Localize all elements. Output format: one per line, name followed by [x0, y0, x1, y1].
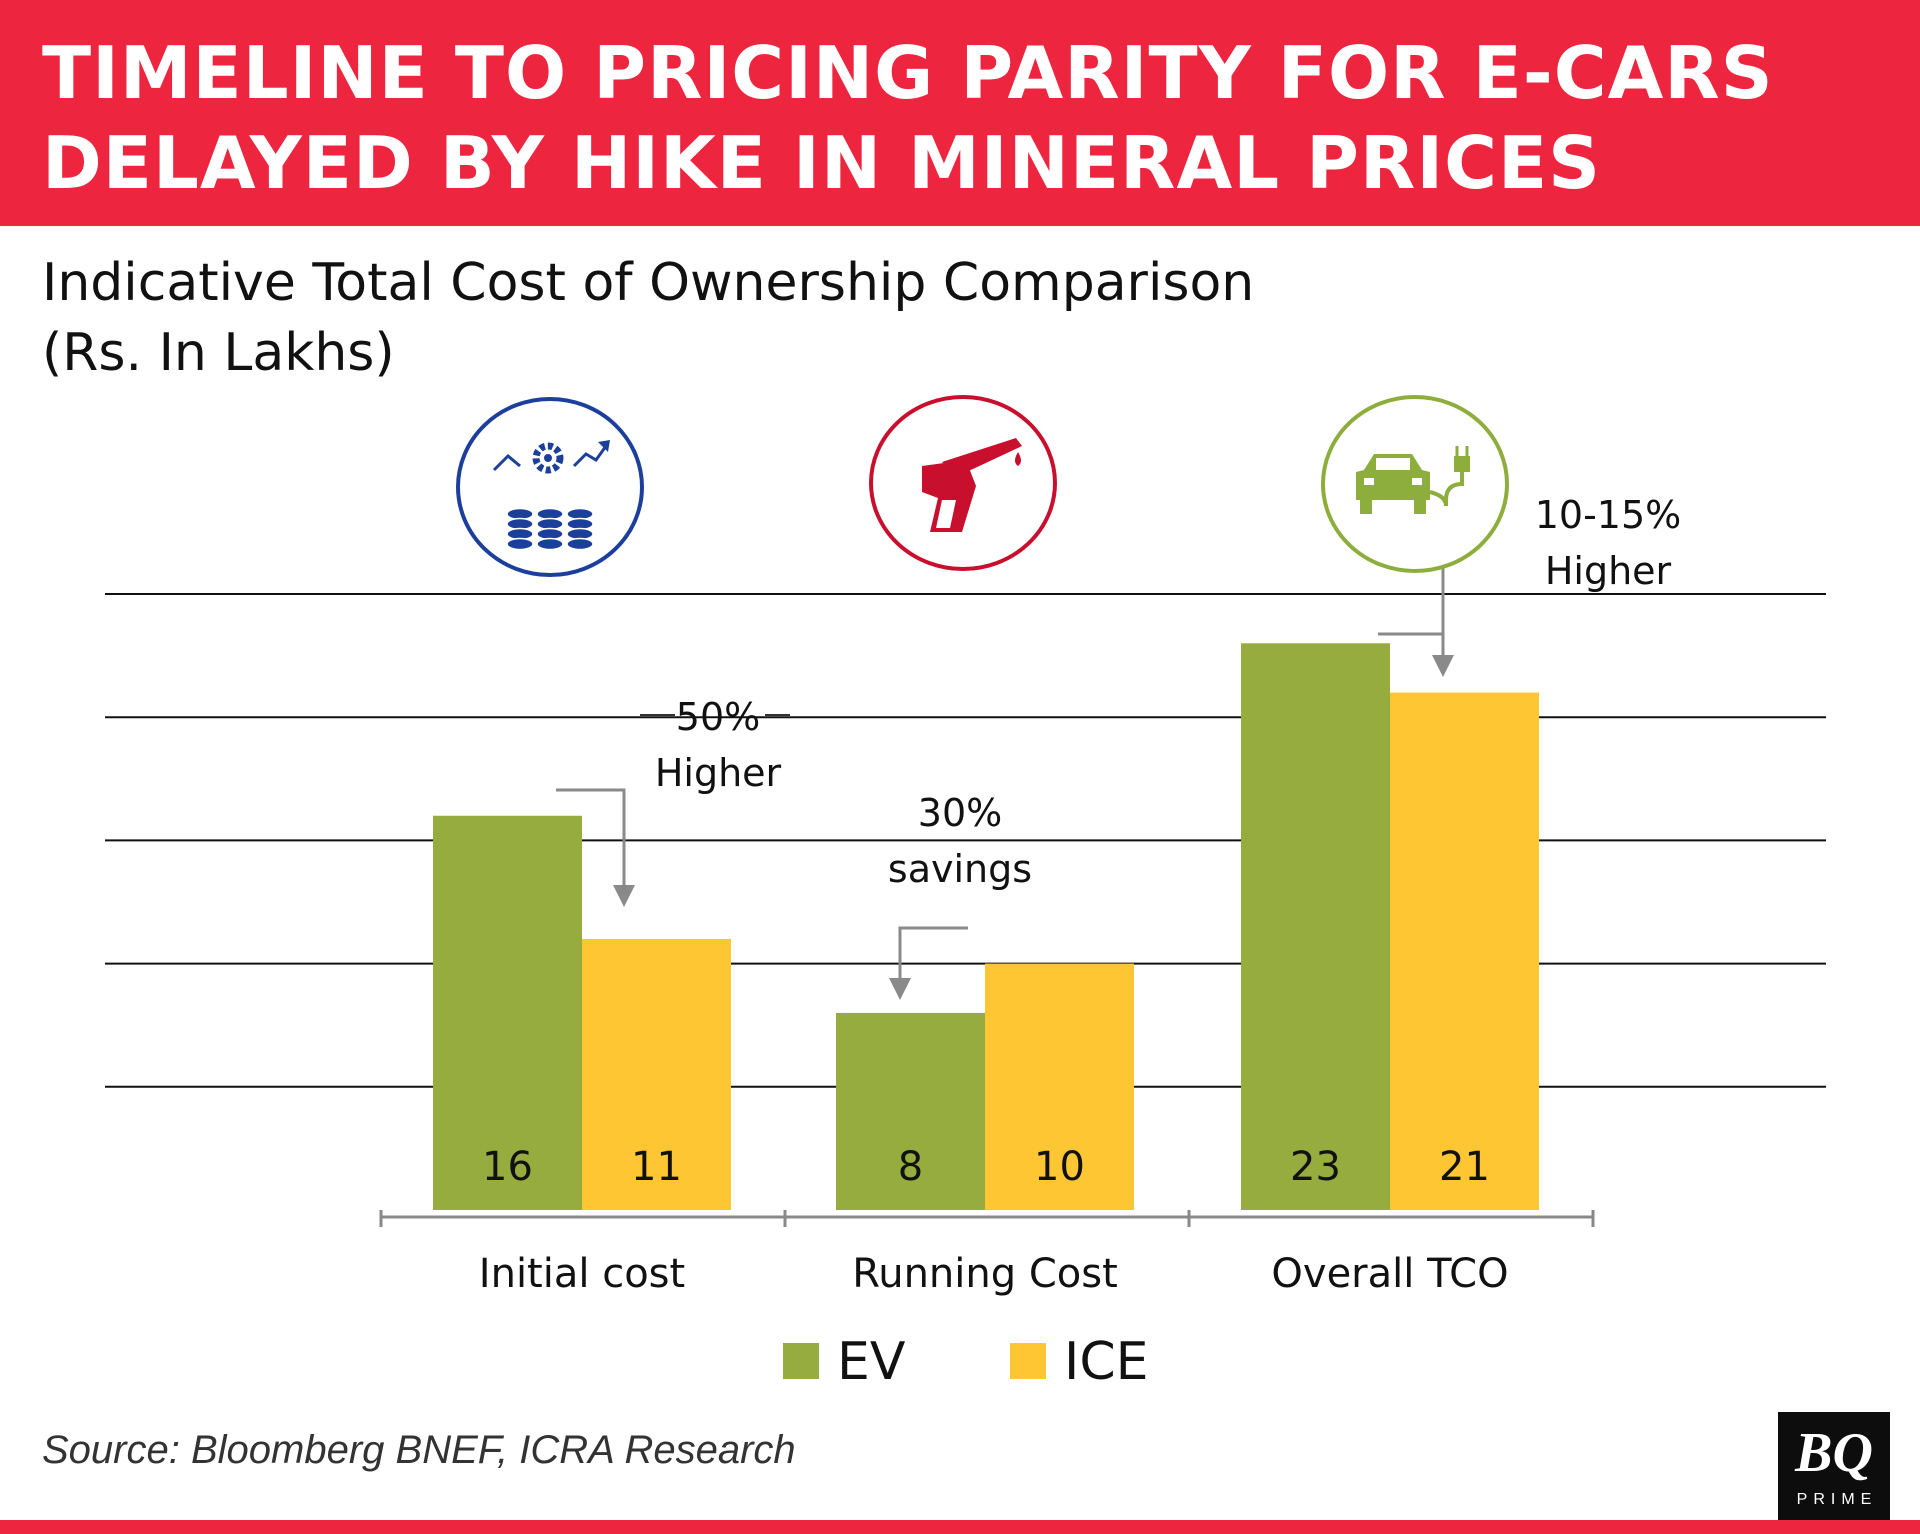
- ev-car-charging-icon: [1321, 395, 1509, 573]
- value-label-ev-0: 16: [482, 1144, 533, 1190]
- value-label-ice-1: 10: [1034, 1144, 1085, 1190]
- tco-bar-chart: 16 11 8 10 23 21 Initial cost Running Cost Overa…: [105, 395, 1826, 1392]
- legend-label-ice: ICE: [1064, 1332, 1149, 1392]
- finance-icon-coin-0-3: [506, 537, 534, 551]
- finance-icon-coin-1-3: [536, 537, 564, 551]
- ev-icon-car-window: [1376, 458, 1410, 470]
- bar-ev-0: [433, 815, 582, 1210]
- value-label-ice-0: 11: [631, 1144, 682, 1190]
- chart-subtitle: Indicative Total Cost of Ownership Compa…: [42, 248, 1742, 388]
- annotation-arrowhead-2: [1432, 655, 1454, 677]
- ev-icon-car-light-left: [1364, 478, 1374, 485]
- finance-icon-gear-hub: [544, 454, 552, 462]
- fuel-icon-handle: [922, 460, 976, 532]
- logo-subtext: PRIME: [1796, 1491, 1878, 1508]
- finance-icon-trend-left: [492, 453, 521, 472]
- header-banner: TIMELINE TO PRICING PARITY FOR E-CARS DE…: [0, 0, 1920, 226]
- x-tick-label-1: Running Cost: [852, 1251, 1118, 1297]
- finance-icon-circle: [456, 397, 644, 577]
- finance-icon-gear: [532, 442, 564, 474]
- x-tick-label-0: Initial cost: [479, 1251, 685, 1297]
- ev-icon-plug: [1454, 456, 1470, 472]
- annotation-text-0b: Higher: [655, 751, 782, 795]
- legend-swatch-ice: [1010, 1343, 1046, 1379]
- ev-icon-car-light-right: [1412, 478, 1422, 485]
- annotation-text-1b: savings: [888, 847, 1032, 891]
- annotation-text-2b: Higher: [1545, 549, 1672, 593]
- x-tick-label-2: Overall TCO: [1271, 1251, 1508, 1297]
- annotation-arrowhead-0: [613, 885, 635, 907]
- legend-label-ev: EV: [837, 1332, 906, 1392]
- chart-subtitle-line2: (Rs. In Lakhs): [42, 323, 395, 383]
- annotation-text-2a: 10-15%: [1535, 493, 1682, 537]
- annotation-arrowhead-1: [889, 978, 911, 1000]
- ev-icon-car-wheel-left: [1360, 498, 1372, 514]
- bq-prime-logo: BQ PRIME: [1778, 1412, 1890, 1524]
- bar-ev-2: [1241, 643, 1390, 1210]
- finance-icon-trend-right: [572, 445, 608, 468]
- ev-icon-cable: [1429, 470, 1464, 507]
- bar-ice-1: [985, 963, 1134, 1210]
- footer-bar: [0, 1520, 1920, 1534]
- fuel-icon-drop: [1015, 452, 1021, 466]
- bar-ice-2: [1390, 692, 1539, 1210]
- legend: EV ICE: [783, 1332, 1149, 1392]
- page-title: TIMELINE TO PRICING PARITY FOR E-CARS DE…: [42, 31, 1774, 205]
- annotation-arrow-0: [556, 788, 626, 885]
- value-label-ev-2: 23: [1290, 1144, 1341, 1190]
- value-label-ev-1: 8: [898, 1144, 923, 1190]
- finance-icon-coin-2-3: [566, 537, 594, 551]
- logo-mark: BQ: [1795, 1422, 1873, 1484]
- source-note: Source: Bloomberg BNEF, ICRA Research: [42, 1428, 796, 1472]
- bar-ev-1: [836, 1012, 985, 1210]
- fuel-icon-grip: [936, 500, 956, 528]
- legend-swatch-ev: [783, 1343, 819, 1379]
- finance-icon-arrow-tip: [598, 440, 610, 452]
- fuel-pump-icon: [869, 395, 1057, 571]
- annotation-arrow-1: [898, 926, 968, 978]
- chart-subtitle-line1: Indicative Total Cost of Ownership Compa…: [42, 253, 1255, 313]
- annotation-text-0a: 50%: [676, 695, 760, 739]
- value-label-ice-2: 21: [1439, 1144, 1490, 1190]
- bar-ice-0: [582, 938, 731, 1210]
- ev-icon-car-wheel-right: [1414, 498, 1426, 514]
- finance-cost-icon: [456, 397, 644, 577]
- annotation-text-1a: 30%: [918, 791, 1002, 835]
- ev-icon-car-body: [1356, 454, 1430, 500]
